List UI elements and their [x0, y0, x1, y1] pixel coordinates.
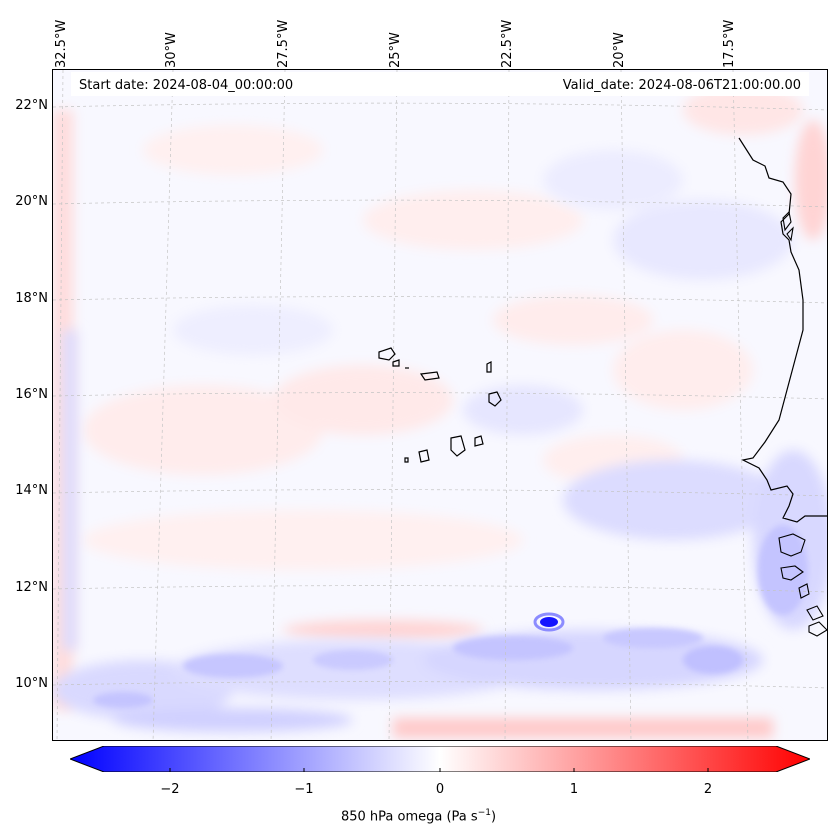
- colorbar-svg: [68, 745, 812, 773]
- colorbar-tick-0: 0: [435, 782, 445, 797]
- map-field-svg: [53, 70, 827, 740]
- lat-label-16n: 16°N: [15, 387, 48, 402]
- valid-date-label: Valid_date: 2024-08-06T21:00:00.00: [562, 78, 801, 93]
- colorbar-units: Pa s: [451, 809, 478, 825]
- moderate-negative-band: [93, 525, 808, 708]
- map-panel: Start date: 2024-08-04_00:00:00 Valid_da…: [52, 69, 828, 741]
- cape-verde-islands: [378, 347, 502, 463]
- colorbar: [68, 745, 812, 773]
- lat-label-12n: 12°N: [15, 580, 48, 595]
- lon-label-27-5w: 27.5°W: [276, 19, 291, 68]
- graticule: [53, 70, 827, 740]
- colorbar-tick-1: 1: [569, 782, 579, 797]
- lon-label-30w: 30°W: [164, 32, 179, 68]
- lon-label-22-5w: 22.5°W: [500, 19, 515, 68]
- colorbar-variable: 850 hPa omega: [340, 809, 443, 825]
- africa-coastline: [738, 137, 827, 523]
- weak-positive-patches: [53, 85, 803, 738]
- strong-negative-cell: [540, 617, 558, 627]
- lon-label-17-5w: 17.5°W: [722, 19, 737, 68]
- colorbar-tick-neg2: −2: [160, 782, 180, 797]
- header-strip: [71, 72, 809, 96]
- lat-label-10n: 10°N: [15, 676, 48, 691]
- lon-label-20w: 20°W: [612, 32, 627, 68]
- lon-label-25w: 25°W: [388, 32, 403, 68]
- lon-label-32-5w: 32.5°W: [54, 19, 69, 68]
- lat-label-20n: 20°N: [15, 194, 48, 209]
- colorbar-tick-2: 2: [703, 782, 713, 797]
- colorbar-unit-exponent: −1: [477, 808, 491, 818]
- lat-label-18n: 18°N: [15, 291, 48, 306]
- colorbar-label: 850 hPa omega (Pa s−1): [340, 808, 497, 825]
- colorbar-tick-neg1: −1: [294, 782, 314, 797]
- start-date-label: Start date: 2024-08-04_00:00:00: [79, 78, 294, 93]
- lat-label-22n: 22°N: [15, 98, 48, 113]
- lat-label-14n: 14°N: [15, 483, 48, 498]
